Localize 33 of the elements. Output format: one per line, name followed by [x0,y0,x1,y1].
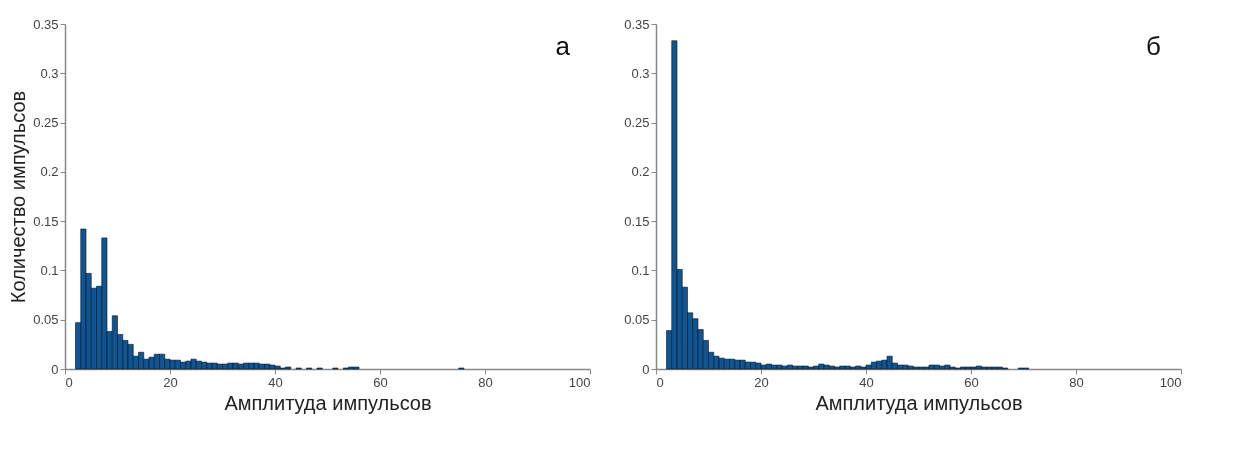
annotation: б [1146,31,1161,61]
y-tick-label: 0.35 [33,16,59,32]
y-tick-label: 0.2 [631,164,650,180]
x-tick-label: 0 [65,374,73,390]
y-tick-label: 0.3 [40,65,59,81]
x-tick-label: 80 [1069,374,1084,390]
y-tick-label: 0.2 [40,164,59,180]
x-tick-label: 60 [373,374,388,390]
y-tick-label: 0.15 [33,213,59,229]
x-tick-label: 80 [478,374,493,390]
annotation: а [555,31,571,61]
x-tick-label: 20 [754,374,769,390]
y-tick-label: 0.25 [33,115,59,131]
x-tick-label: 40 [268,374,283,390]
y-tick-label: 0.15 [624,213,650,229]
x-tick-label: 100 [568,374,591,390]
y-tick-label: 0.25 [624,115,650,131]
y-tick-label: 0.05 [33,312,59,328]
y-tick-label: 0.05 [624,312,650,328]
x-axis-title: Амплитуда импульсов [224,391,432,414]
y-tick-label: 0.1 [40,262,59,278]
x-tick-label: 0 [656,374,664,390]
x-tick-label: 100 [1159,374,1182,390]
y-tick-label: 0.1 [631,262,650,278]
y-tick-label: 0.3 [631,65,650,81]
y-axis-title: Количество импульсов [7,90,30,304]
x-tick-label: 20 [163,374,178,390]
y-tick-label: 0.35 [624,16,650,32]
y-tick-label: 0 [642,361,650,377]
x-tick-label: 40 [859,374,874,390]
x-axis-title: Амплитуда импульсов [815,391,1023,414]
y-tick-label: 0 [51,361,59,377]
x-tick-label: 60 [964,374,979,390]
